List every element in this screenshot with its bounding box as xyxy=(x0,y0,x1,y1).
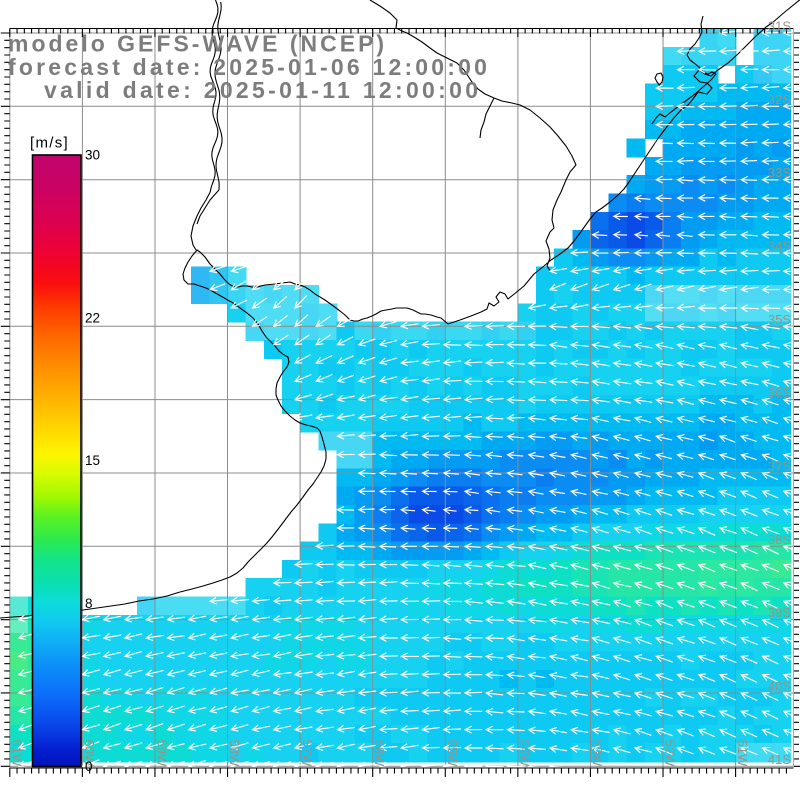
svg-text:56W: 56W xyxy=(372,740,387,767)
svg-text:35S: 35S xyxy=(768,312,791,327)
svg-text:36S: 36S xyxy=(768,385,791,400)
svg-text:51W: 51W xyxy=(735,740,750,767)
svg-text:57W: 57W xyxy=(300,740,315,767)
svg-text:30: 30 xyxy=(85,148,100,163)
svg-text:valid date: 2025-01-11 12:00:0: valid date: 2025-01-11 12:00:00 xyxy=(44,77,481,103)
svg-text:22: 22 xyxy=(85,311,100,326)
svg-text:39S: 39S xyxy=(768,605,791,620)
svg-text:58W: 58W xyxy=(227,740,242,767)
svg-text:55W: 55W xyxy=(445,740,460,767)
svg-text:33S: 33S xyxy=(768,165,791,180)
svg-text:15: 15 xyxy=(85,453,100,468)
svg-text:54W: 54W xyxy=(517,740,532,767)
svg-text:60W: 60W xyxy=(82,740,97,767)
svg-text:34S: 34S xyxy=(768,239,791,254)
svg-text:53W: 53W xyxy=(590,740,605,767)
svg-text:38S: 38S xyxy=(768,532,791,547)
svg-text:37S: 37S xyxy=(768,459,791,474)
svg-text:61W: 61W xyxy=(9,740,24,767)
svg-text:[m/s]: [m/s] xyxy=(30,135,69,152)
svg-text:modelo GEFS-WAVE (NCEP): modelo GEFS-WAVE (NCEP) xyxy=(8,31,387,57)
svg-text:8: 8 xyxy=(85,596,93,611)
svg-text:32S: 32S xyxy=(768,92,791,107)
svg-text:59W: 59W xyxy=(155,740,170,767)
svg-text:41S: 41S xyxy=(768,752,791,767)
svg-text:forecast date: 2025-01-06 12:0: forecast date: 2025-01-06 12:00:00 xyxy=(8,54,490,80)
svg-text:31S: 31S xyxy=(768,19,791,34)
svg-text:40S: 40S xyxy=(768,679,791,694)
svg-text:0: 0 xyxy=(85,759,93,774)
svg-text:52W: 52W xyxy=(663,740,678,767)
